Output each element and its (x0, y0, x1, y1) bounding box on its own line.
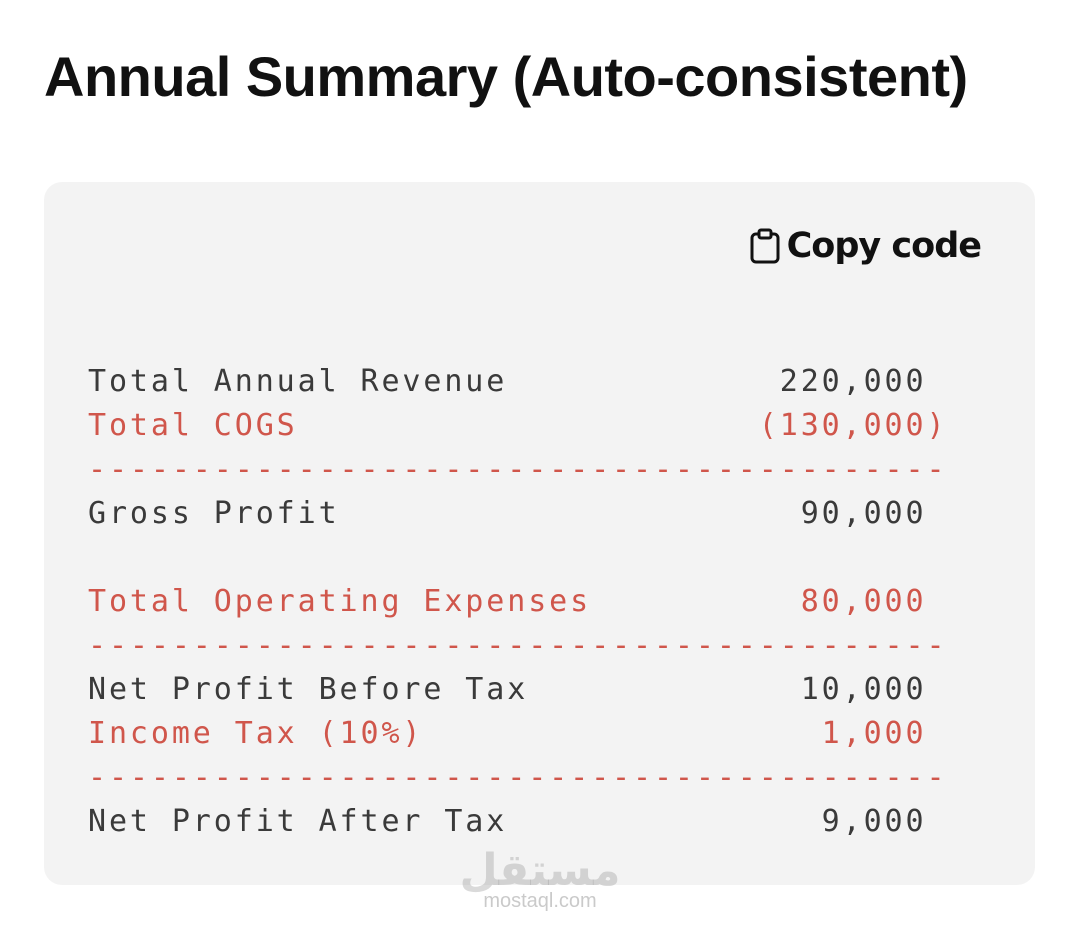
code-line: Net Profit Before Tax 10,000 (88, 672, 927, 707)
code-block: Copy code Total Annual Revenue 220,000 To… (44, 182, 1035, 885)
code-line: ----------------------------------------… (88, 628, 948, 663)
code-line: Income Tax (10%) 1,000 (88, 716, 927, 751)
code-text: Total Annual Revenue 220,000 Total COGS (… (88, 360, 947, 844)
code-line: Total Annual Revenue 220,000 (88, 364, 927, 399)
code-line: Total COGS (130,000) (88, 408, 948, 443)
clipboard-icon (750, 228, 780, 264)
copy-button[interactable]: Copy code (749, 226, 982, 266)
title: Annual Summary (Auto-consistent) (44, 45, 968, 108)
code-line: ----------------------------------------… (88, 760, 948, 795)
code-line: Net Profit After Tax 9,000 (88, 804, 927, 839)
watermark-site: mostaql.com (483, 890, 597, 912)
watermark-arabic: مستقل (459, 845, 621, 896)
code-line: ----------------------------------------… (88, 452, 948, 487)
code-line: Total Operating Expenses 80,000 (88, 584, 927, 619)
copy-label: Copy code (786, 226, 982, 266)
code-line: Gross Profit 90,000 (88, 496, 927, 531)
